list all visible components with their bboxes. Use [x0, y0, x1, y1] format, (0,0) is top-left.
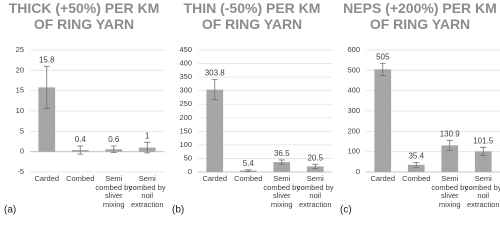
data-label: 0.4	[75, 135, 87, 144]
y-tick-label: 100	[347, 147, 360, 156]
x-tick-label-box: Semi combed by sliver mixing	[95, 175, 133, 209]
chart-title-box: THICK (+50%) PER KM OF RING YARN	[8, 0, 160, 32]
y-tick-label: 15	[16, 86, 24, 95]
error-bar	[245, 169, 252, 172]
bar	[206, 89, 224, 172]
y-tick-label: 100	[179, 140, 192, 149]
data-label: 35.4	[408, 151, 424, 160]
x-tick-label: Semi combed by sliver mixing	[431, 175, 469, 209]
x-tick-label-box: Combed	[234, 175, 263, 183]
x-tick-label-box: Semi combed by sliver mixing	[431, 175, 469, 209]
chart-title: THIN (-50%) PER KM OF RING YARN	[183, 0, 321, 32]
chart-title-box: THIN (-50%) PER KM OF RING YARN	[183, 0, 321, 32]
data-label: 0.6	[108, 135, 120, 144]
bar	[374, 69, 392, 172]
x-tick-label-box: Semi combed by noil extraction	[464, 175, 500, 209]
y-tick-label: 0	[188, 167, 192, 176]
y-tick-label: 400	[179, 59, 192, 68]
error-bar	[144, 141, 151, 154]
bar	[441, 145, 459, 172]
error-bar	[480, 146, 487, 156]
y-tick-label: 250	[179, 99, 192, 108]
x-tick-label: Combed	[234, 175, 263, 183]
x-tick-label: Semi combed by noil extraction	[464, 175, 500, 209]
panel-label: (c)	[340, 205, 352, 216]
error-bar	[446, 139, 453, 151]
x-tick-label-box: Carded	[202, 175, 228, 183]
x-tick-label: Combed	[66, 175, 95, 183]
data-label: 505	[376, 52, 390, 61]
x-tick-label: Combed	[402, 175, 431, 183]
y-tick-label: 0	[20, 147, 24, 156]
y-tick-label: 200	[179, 113, 192, 122]
bar	[407, 164, 425, 172]
x-tick-label-box: Semi combed by sliver mixing	[263, 175, 301, 209]
x-tick-label: Semi combed by noil extraction	[128, 175, 166, 209]
x-tick-label-box: Carded	[34, 175, 60, 183]
bar	[306, 166, 324, 172]
x-tick-label: Semi combed by noil extraction	[296, 175, 334, 209]
panel-label: (a)	[4, 205, 16, 216]
error-bar	[77, 145, 84, 155]
error-bar	[211, 79, 218, 101]
y-tick-label: 600	[347, 45, 360, 54]
y-tick-label: 20	[16, 65, 24, 74]
x-tick-label: Carded	[202, 175, 228, 183]
data-label: 5.4	[243, 159, 255, 168]
error-bar	[312, 163, 319, 170]
error-bar	[43, 65, 50, 109]
data-label: 130.9	[440, 129, 461, 138]
bar	[474, 151, 492, 172]
data-label: 1	[145, 131, 150, 140]
y-tick-label: 0	[356, 167, 360, 176]
y-tick-label: 400	[347, 86, 360, 95]
chart-title: THICK (+50%) PER KM OF RING YARN	[8, 0, 160, 32]
y-tick-label: 25	[16, 45, 24, 54]
error-bar	[110, 145, 117, 153]
data-label: 36.5	[274, 149, 290, 158]
y-tick-label: 50	[184, 153, 192, 162]
x-tick-label-box: Carded	[370, 175, 396, 183]
bar	[38, 87, 56, 152]
panel-label: (b)	[172, 205, 184, 216]
y-tick-label: 450	[179, 45, 192, 54]
y-tick-label: -5	[17, 167, 24, 176]
y-tick-label: 10	[16, 106, 24, 115]
x-tick-label: Carded	[34, 175, 60, 183]
data-label: 303.8	[205, 69, 226, 78]
y-tick-label: 150	[179, 126, 192, 135]
x-tick-label-box: Combed	[66, 175, 95, 183]
y-tick-label: 5	[20, 126, 24, 135]
y-tick-label: 350	[179, 72, 192, 81]
chart-title-box: NEPS (+200%) PER KM OF RING YARN	[343, 0, 497, 32]
y-tick-label: 200	[347, 126, 360, 135]
data-label: 101.5	[473, 136, 494, 145]
error-bar	[413, 161, 420, 168]
data-label: 15.8	[39, 55, 55, 64]
bar	[273, 162, 291, 172]
chart-title: NEPS (+200%) PER KM OF RING YARN	[343, 0, 497, 32]
error-bar	[278, 159, 285, 165]
y-tick-label: 500	[347, 65, 360, 74]
x-tick-label-box: Semi combed by noil extraction	[296, 175, 334, 209]
x-tick-label: Carded	[370, 175, 396, 183]
error-bar	[379, 62, 386, 76]
x-tick-label: Semi combed by sliver mixing	[95, 175, 133, 209]
x-tick-label: Semi combed by sliver mixing	[263, 175, 301, 209]
y-tick-label: 300	[347, 106, 360, 115]
x-tick-label-box: Semi combed by noil extraction	[128, 175, 166, 209]
x-tick-label-box: Combed	[402, 175, 431, 183]
figure: THICK (+50%) PER KM OF RING YARN-5051015…	[4, 0, 500, 216]
data-label: 20.5	[307, 153, 323, 162]
y-tick-label: 300	[179, 86, 192, 95]
